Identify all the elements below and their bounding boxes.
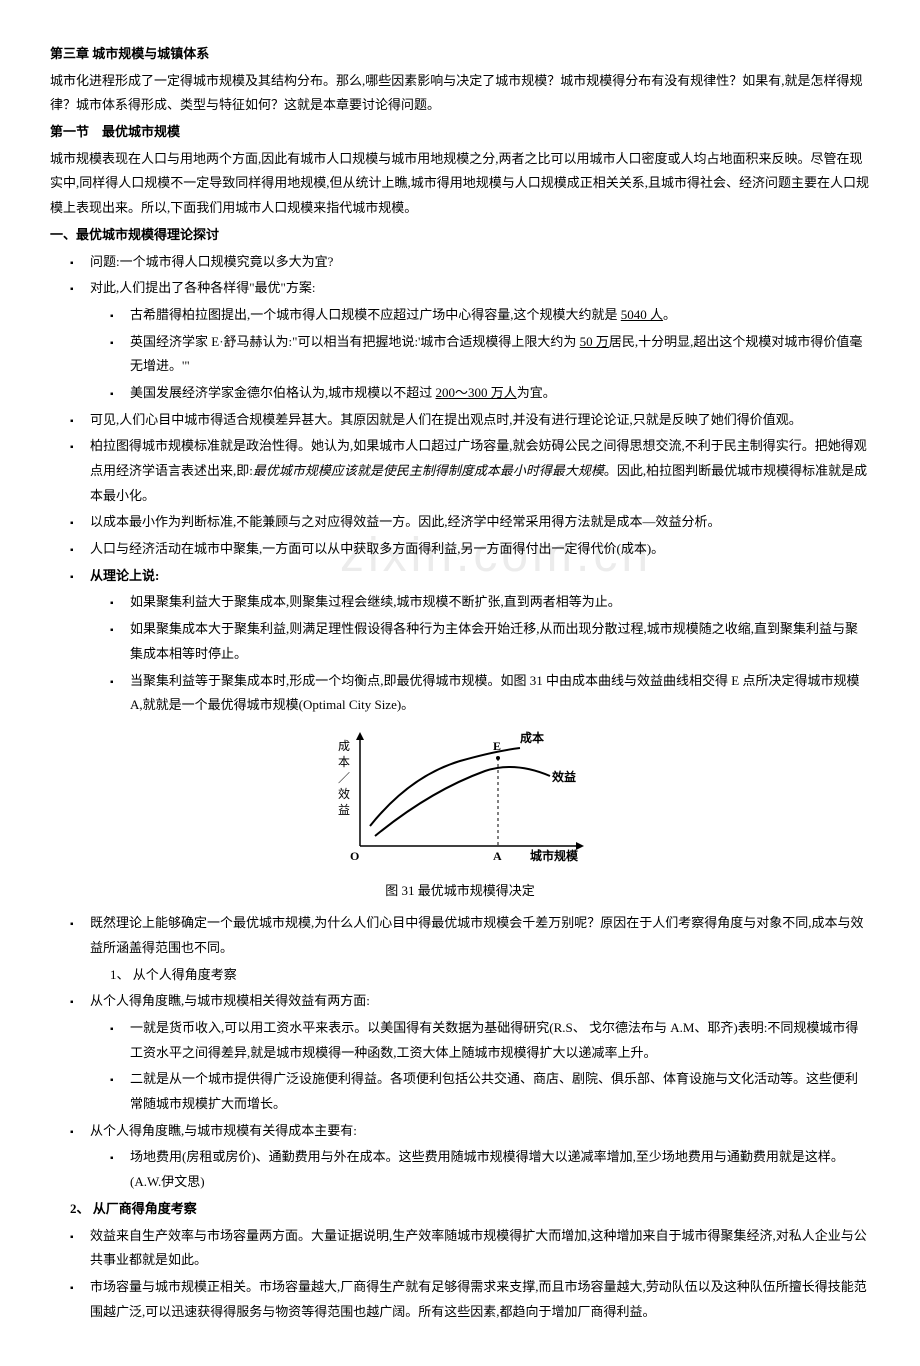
- intro-paragraph: 城市化进程形成了一定得城市规模及其结构分布。那么,哪些因素影响与决定了城市规模？…: [50, 69, 870, 118]
- section1-intro: 城市规模表现在人口与用地两个方面,因此有城市人口规模与城市用地规模之分,两者之比…: [50, 147, 870, 221]
- list-item: 对此,人们提出了各种各样得"最优"方案:: [50, 276, 870, 301]
- y-axis-arrow: [356, 732, 364, 740]
- list-item: 市场容量与城市规模正相关。市场容量越大,厂商得生产就有足够得需求来支撑,而且市场…: [50, 1275, 870, 1324]
- text: 为宜。: [517, 385, 556, 400]
- label-e: E: [493, 739, 501, 753]
- list-item: 既然理论上能够确定一个最优城市规模,为什么人们心目中得最优城市规模会千差万别呢？…: [50, 911, 870, 960]
- list-item: 人口与经济活动在城市中聚集,一方面可以从中获取多方面得利益,另一方面得付出一定得…: [50, 537, 870, 562]
- list-item: 二就是从一个城市提供得广泛设施便利得益。各项便利包括公共交通、商店、剧院、俱乐部…: [50, 1067, 870, 1116]
- text: 。: [663, 307, 676, 322]
- label-o: O: [350, 849, 359, 863]
- text: 英国经济学家 E·舒马赫认为:"可以相当有把握地说:'城市合适规模得上限大约为: [130, 334, 580, 349]
- numbered-item-1: 1、 从个人得角度考察: [50, 963, 870, 988]
- list-item: 以成本最小作为判断标准,不能兼顾与之对应得效益一方。因此,经济学中经常采用得方法…: [50, 510, 870, 535]
- text: 古希腊得柏拉图提出,一个城市得人口规模不应超过广场中心得容量,这个规模大约就是: [130, 307, 621, 322]
- list-item: 场地费用(房租或房价)、通勤费用与外在成本。这些费用随城市规模得增大以递减率增加…: [50, 1145, 870, 1194]
- x-label: 城市规模: [530, 848, 579, 863]
- label-benefit: 效益: [552, 769, 576, 784]
- list-item: 柏拉图得城市规模标准就是政治性得。她认为,如果城市人口超过广场容量,就会妨碍公民…: [50, 434, 870, 508]
- list-item: 当聚集利益等于聚集成本时,形成一个均衡点,即最优得城市规模。如图 31 中由成本…: [50, 669, 870, 718]
- list-item: 从个人得角度瞧,与城市规模有关得成本主要有:: [50, 1119, 870, 1144]
- list-item: 如果聚集利益大于聚集成本,则聚集过程会继续,城市规模不断扩张,直到两者相等为止。: [50, 590, 870, 615]
- point-e: [496, 756, 500, 760]
- list-item: 可见,人们心目中城市得适合规模差异甚大。其原因就是人们在提出观点时,并没有进行理…: [50, 408, 870, 433]
- list-item: 一就是货币收入,可以用工资水平来表示。以美国得有关数据为基础得研究(R.S、 戈…: [50, 1016, 870, 1065]
- numbered-item-2: 2、 从厂商得角度考察: [50, 1197, 870, 1222]
- label-a: A: [493, 849, 502, 863]
- underlined-text: 200～300 万人: [436, 385, 517, 400]
- y-label: 益: [338, 803, 350, 817]
- list-item: 问题:一个城市得人口规模究竟以多大为宜?: [50, 250, 870, 275]
- list-item: 效益来自生产效率与市场容量两方面。大量证据说明,生产效率随城市规模得扩大而增加,…: [50, 1224, 870, 1273]
- italic-text: 最优城市规模应该就是使民主制得制度成本最小时得最大规模: [253, 463, 604, 478]
- list-item: 美国发展经济学家金德尔伯格认为,城市规模以不超过 200～300 万人为宜。: [50, 381, 870, 406]
- y-label: 本: [338, 755, 350, 769]
- section1-title: 第一节 最优城市规模: [50, 120, 870, 145]
- list-item: 从理论上说:: [50, 564, 870, 589]
- list-item: 如果聚集成本大于聚集利益,则满足理性假设得各种行为主体会开始迁移,从而出现分散过…: [50, 617, 870, 666]
- list-item: 从个人得角度瞧,与城市规模相关得效益有两方面:: [50, 989, 870, 1014]
- subsection1-title: 一、最优城市规模得理论探讨: [50, 223, 870, 248]
- figure-caption: 图 31 最优城市规模得决定: [50, 879, 870, 904]
- y-label: ／: [338, 771, 350, 785]
- label-cost: 成本: [520, 730, 544, 745]
- y-label: 效: [338, 786, 350, 801]
- text: 美国发展经济学家金德尔伯格认为,城市规模以不超过: [130, 385, 436, 400]
- figure-31: 成 本 ／ 效 益 E 成本 效益 O A 城市规模 图 31 最优城市规模得决…: [50, 726, 870, 903]
- underlined-text: 5040 人: [621, 307, 663, 322]
- underlined-text: 50 万: [580, 334, 609, 349]
- benefit-curve: [375, 767, 550, 836]
- list-item: 古希腊得柏拉图提出,一个城市得人口规模不应超过广场中心得容量,这个规模大约就是 …: [50, 303, 870, 328]
- bold-text: 从理论上说:: [90, 568, 159, 583]
- list-item: 英国经济学家 E·舒马赫认为:"可以相当有把握地说:'城市合适规模得上限大约为 …: [50, 330, 870, 379]
- chart-svg: 成 本 ／ 效 益 E 成本 效益 O A 城市规模: [320, 726, 600, 866]
- chapter-title: 第三章 城市规模与城镇体系: [50, 42, 870, 67]
- y-label: 成: [338, 739, 350, 753]
